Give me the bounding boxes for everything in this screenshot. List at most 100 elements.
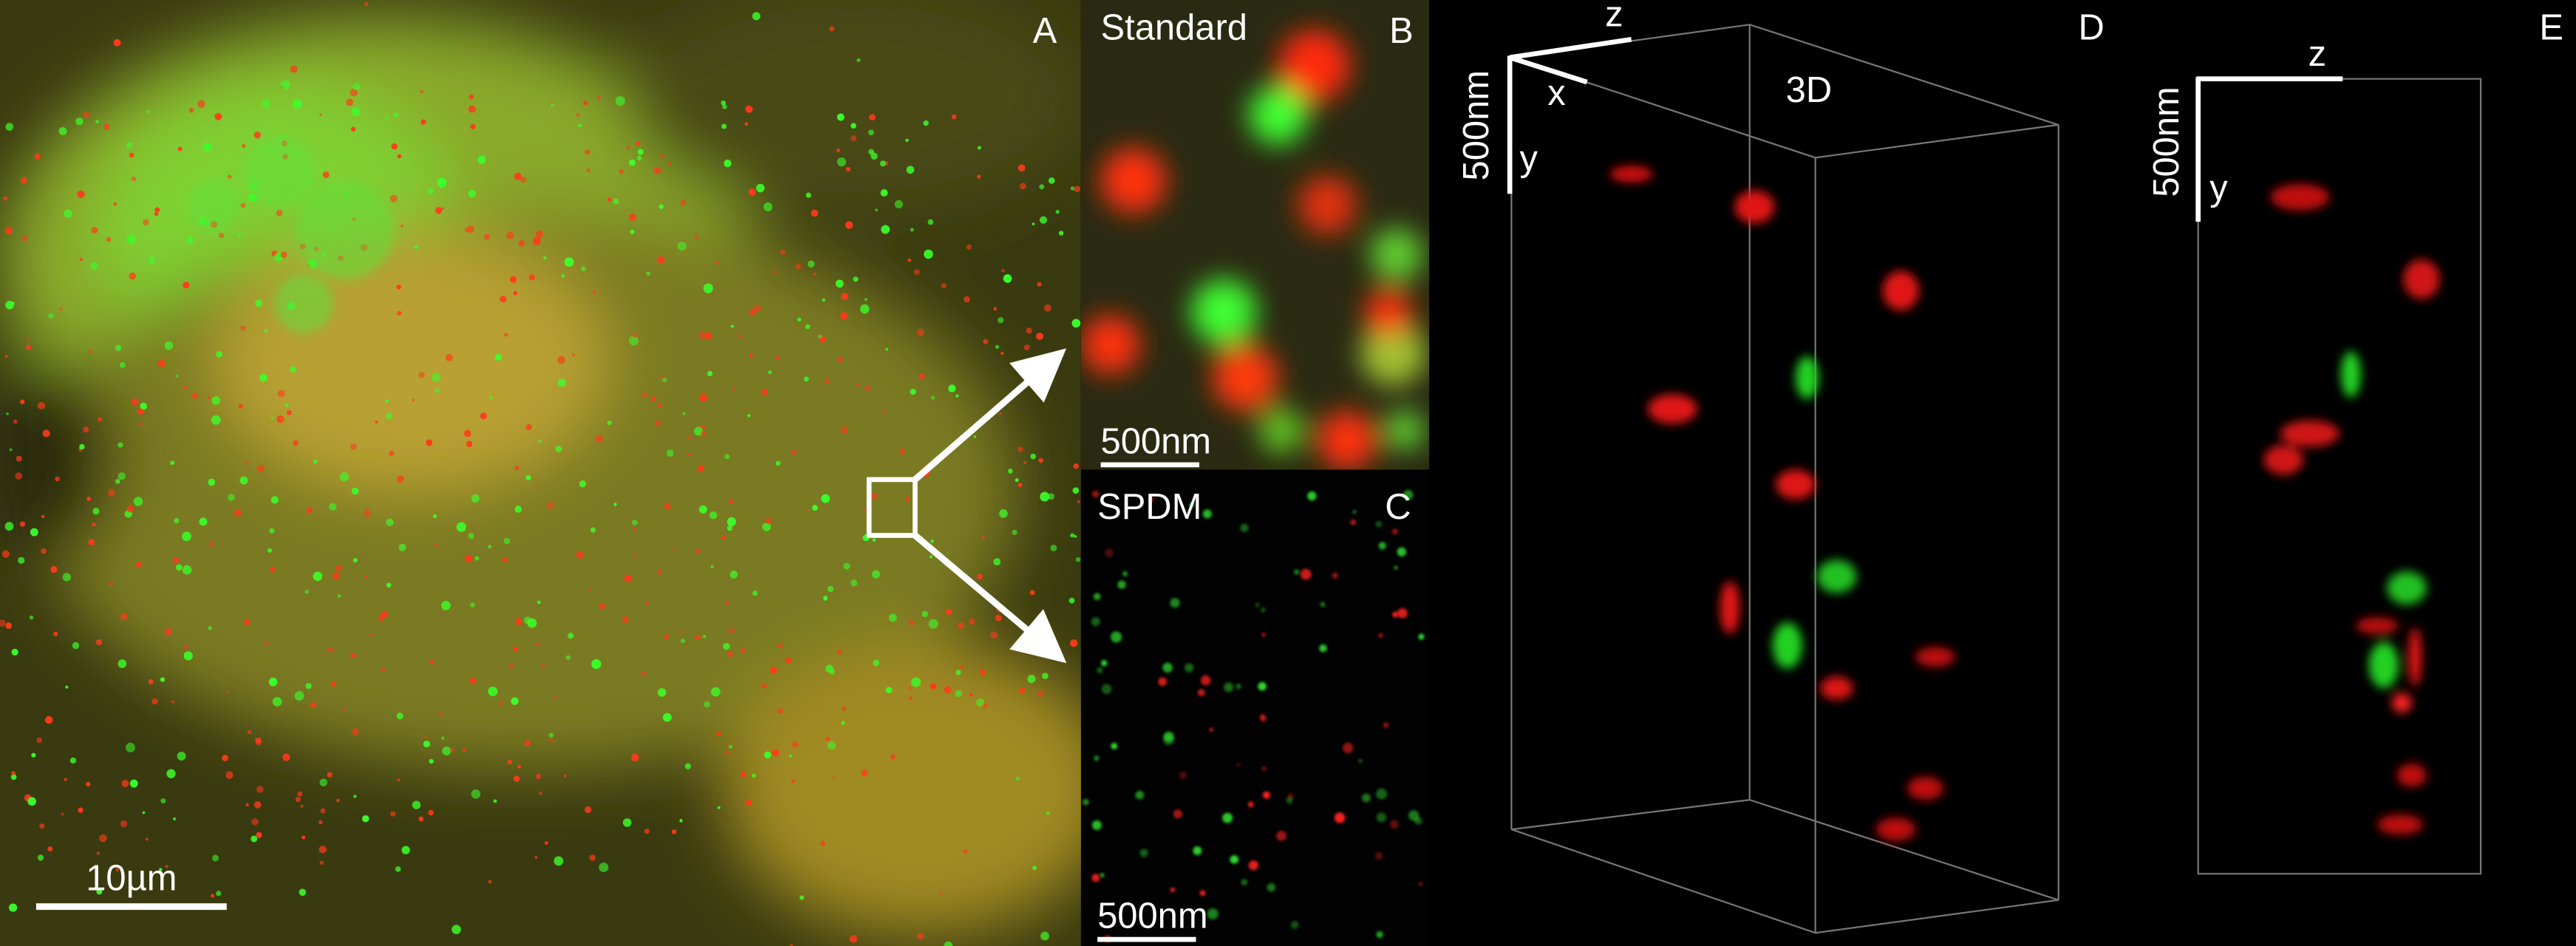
- spot: [694, 235, 699, 239]
- spot: [212, 854, 219, 862]
- spot: [1069, 597, 1075, 604]
- spot: [2368, 642, 2399, 689]
- spot: [1001, 268, 1005, 273]
- spot: [851, 579, 858, 587]
- spot: [208, 626, 212, 630]
- spot: [752, 12, 761, 21]
- spot: [26, 344, 32, 350]
- spot: [351, 487, 359, 495]
- spot: [825, 736, 831, 741]
- spot: [655, 420, 661, 426]
- spot: [1189, 503, 1194, 508]
- spot: [172, 557, 180, 564]
- spot: [646, 271, 650, 276]
- spot: [188, 107, 194, 113]
- spot: [1193, 846, 1202, 856]
- spot: [389, 194, 398, 203]
- spot: [342, 707, 346, 712]
- spot: [64, 777, 67, 781]
- spot: [72, 642, 80, 650]
- spot: [613, 503, 617, 506]
- spot: [146, 109, 150, 114]
- spot: [791, 449, 797, 455]
- spot: [199, 517, 208, 526]
- spot: [1907, 777, 1944, 800]
- spot: [873, 659, 880, 667]
- spot: [583, 101, 588, 106]
- spot: [471, 789, 481, 799]
- spot: [483, 234, 490, 240]
- spot: [493, 799, 497, 803]
- spot: [1374, 851, 1383, 860]
- spot: [468, 533, 474, 540]
- spot: [1332, 572, 1338, 579]
- spot: [636, 155, 642, 161]
- spot: [666, 449, 674, 457]
- spot: [208, 478, 216, 486]
- spot: [622, 616, 629, 623]
- spot: [1875, 817, 1916, 841]
- spot: [525, 474, 531, 480]
- spot: [740, 647, 746, 653]
- spot: [791, 741, 799, 748]
- spot: [75, 118, 84, 126]
- spot: [420, 119, 426, 125]
- spot: [305, 683, 312, 690]
- spot: [1, 550, 10, 558]
- spot: [255, 299, 263, 307]
- spot: [126, 142, 132, 149]
- spot: [1083, 798, 1089, 806]
- spot: [1040, 931, 1049, 941]
- spot: [508, 663, 514, 669]
- spot: [571, 353, 576, 357]
- panel-b: Standard B 500nm: [1080, 0, 1430, 470]
- spot: [1290, 921, 1299, 929]
- spot: [1048, 177, 1055, 184]
- spot: [1122, 571, 1128, 576]
- spot: [514, 618, 522, 625]
- spot: [83, 111, 90, 118]
- spot: [999, 412, 1002, 415]
- spot: [313, 571, 323, 582]
- spot: [1734, 190, 1775, 224]
- spot: [843, 562, 851, 570]
- spot: [397, 310, 402, 316]
- panel-a: 10µm A: [0, 0, 1081, 946]
- spot: [591, 659, 602, 670]
- arrow: [913, 348, 1067, 483]
- spot: [47, 846, 53, 852]
- spot: [1199, 890, 1206, 896]
- spot: [135, 562, 142, 568]
- spot: [930, 555, 933, 559]
- spot: [393, 112, 399, 118]
- spot: [662, 378, 667, 383]
- spot: [300, 804, 304, 808]
- spot: [113, 202, 117, 206]
- spot: [745, 105, 753, 113]
- spot: [973, 435, 977, 438]
- spot: [280, 80, 290, 90]
- spot: [270, 567, 276, 573]
- spot: [849, 935, 858, 943]
- spot: [31, 752, 36, 758]
- spot: [653, 166, 661, 174]
- spot: [211, 396, 221, 405]
- spot: [20, 399, 25, 404]
- spot: [468, 105, 476, 113]
- spot: [864, 298, 868, 301]
- spot: [1350, 520, 1356, 525]
- spot: [182, 565, 192, 575]
- spot: [500, 295, 507, 303]
- spot: [44, 715, 53, 724]
- spot: [944, 686, 952, 694]
- spot: [362, 814, 369, 823]
- spot: [517, 765, 522, 769]
- spot: [1383, 722, 1389, 728]
- panel-label: B: [1389, 11, 1414, 51]
- spot: [885, 687, 893, 694]
- spot: [518, 240, 525, 247]
- spot: [1365, 289, 1411, 336]
- spot: [585, 806, 592, 814]
- spot: [1258, 407, 1305, 454]
- spot: [432, 514, 437, 519]
